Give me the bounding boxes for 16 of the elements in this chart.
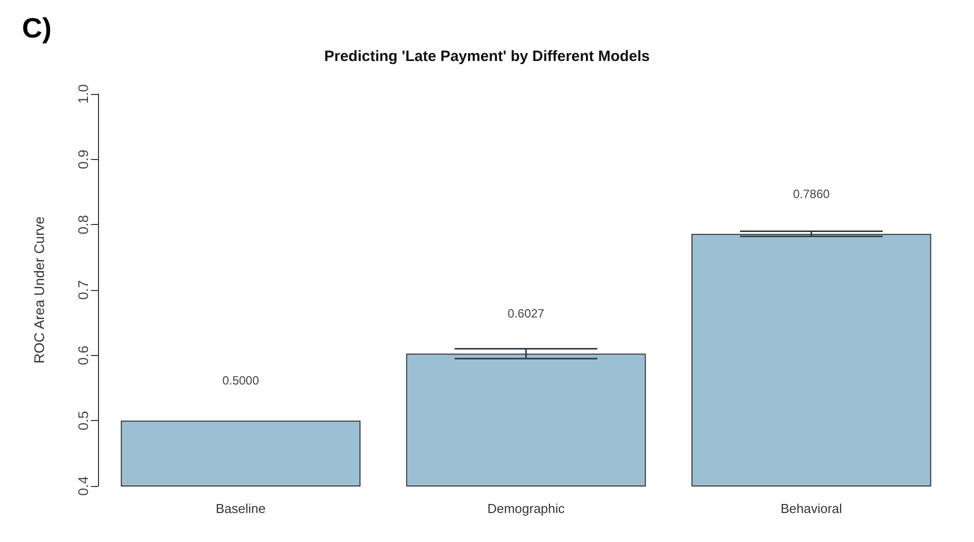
y-axis-title: ROC Area Under Curve: [31, 216, 47, 364]
y-tick-label: 0.4: [75, 476, 91, 496]
y-tick-label: 0.8: [75, 214, 91, 234]
x-tick-label: Demographic: [487, 501, 566, 516]
y-tick-label: 0.9: [75, 149, 91, 170]
y-tick-label: 0.6: [75, 345, 91, 366]
y-tick-label: 0.5: [75, 410, 91, 430]
x-tick-label: Behavioral: [780, 501, 842, 516]
data-label: 0.7860: [792, 186, 830, 201]
chart-title: Predicting 'Late Payment' by Different Models: [324, 48, 650, 65]
x-tick-label: Baseline: [216, 501, 266, 516]
y-tick-label: 1.0: [75, 84, 91, 104]
text: C): [22, 12, 52, 44]
data-label: 0.6027: [508, 306, 545, 321]
y-tick-label: 0.7: [75, 280, 91, 300]
data-label: 0.5000: [222, 374, 260, 388]
